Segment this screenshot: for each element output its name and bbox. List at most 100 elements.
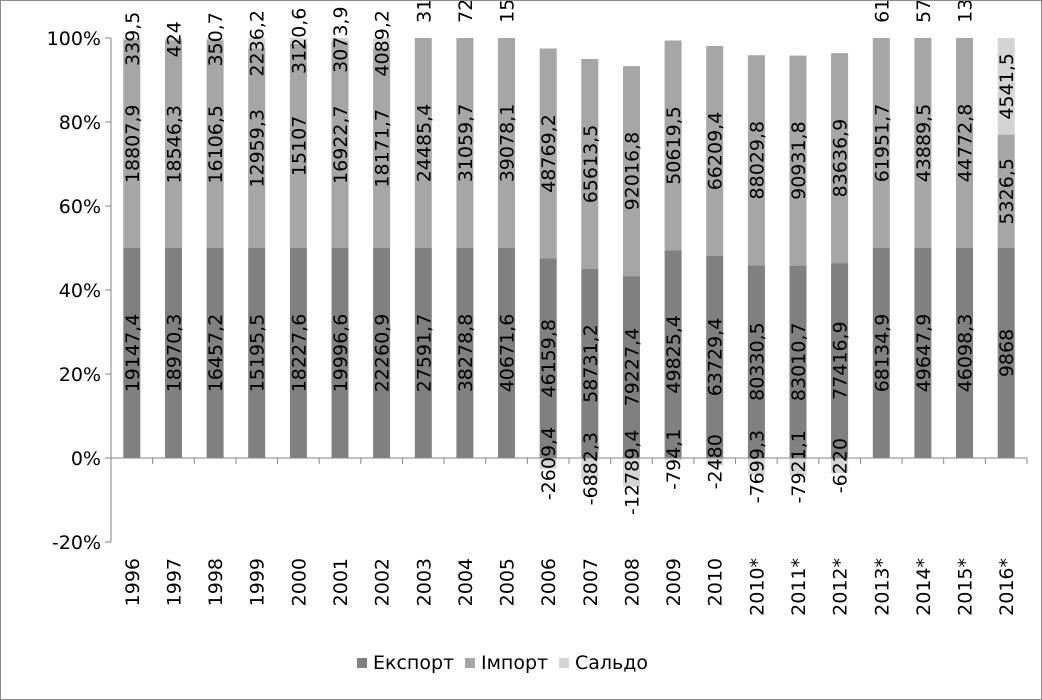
data-label-saldo: 350,7: [205, 12, 227, 66]
bar-export-0: [123, 248, 141, 458]
bar-import-5: [331, 41, 349, 249]
bar-export-11: [581, 269, 599, 458]
data-label-saldo: 2236,2: [247, 10, 269, 76]
y-tick-label: 80%: [59, 112, 101, 134]
data-label-export: 19147,4: [122, 314, 144, 393]
y-tick-label: 20%: [59, 364, 101, 386]
x-category-label: 2007: [580, 558, 602, 606]
bar-export-13: [664, 250, 682, 458]
data-label-import: 5326,5: [996, 158, 1018, 224]
bar-import-9: [498, 38, 515, 248]
data-label-export: 9868: [996, 329, 1018, 377]
data-label-export: 40671,6: [497, 314, 519, 393]
legend-label-saldo: Сальдо: [575, 652, 648, 674]
data-label-import: 18546,3: [164, 105, 186, 184]
x-category-label: 2002: [372, 558, 394, 606]
bar-import-11: [581, 59, 599, 269]
bar-import-21: [997, 134, 1015, 248]
data-label-saldo: 424: [164, 21, 186, 57]
data-label-import: 16106,5: [205, 105, 227, 184]
data-label-export: 18970,3: [164, 314, 186, 393]
axes-layer: -20% 0% 20% 40% 60% 80% 100% 1996 1997 1998 1999 20…: [47, 28, 1028, 616]
data-label-saldo: 1325,5: [955, 1, 977, 23]
legend: Експорт Імпорт Сальдо: [357, 652, 648, 674]
data-label-import: 90931,8: [788, 121, 810, 200]
data-label-import: 66209,4: [705, 112, 727, 191]
bar-saldo-13: [664, 458, 682, 461]
data-label-export: 63729,4: [705, 318, 727, 397]
bar-import-13: [664, 40, 682, 251]
data-label-saldo: -7921,1: [788, 430, 810, 503]
bar-import-3: [248, 48, 266, 248]
x-category-label: 1996: [122, 558, 144, 606]
bar-import-18: [872, 38, 890, 248]
x-category-label: 1999: [247, 558, 269, 606]
bar-saldo-3: [248, 38, 266, 49]
data-label-saldo: -6220: [830, 438, 852, 493]
bars-layer: [123, 38, 1015, 487]
data-label-saldo: -12789,4: [622, 430, 644, 515]
bar-saldo-10: [539, 458, 557, 469]
bar-saldo-4: [289, 38, 307, 44]
bar-import-20: [956, 38, 973, 248]
bar-export-4: [289, 248, 307, 458]
data-label-import: 83636,9: [830, 119, 852, 198]
legend-swatch-import: [465, 658, 475, 668]
legend-swatch-saldo: [559, 658, 569, 668]
data-label-saldo: -2480: [705, 434, 727, 489]
bar-export-1: [165, 248, 182, 458]
y-tick-label: 100%: [47, 28, 101, 50]
data-label-export: 27591,7: [413, 314, 435, 393]
bar-import-19: [914, 38, 932, 248]
bar-export-20: [956, 248, 973, 458]
x-category-label: 2014*: [913, 558, 935, 616]
data-label-saldo: 4089,2: [372, 10, 394, 76]
data-label-import: 65613,5: [580, 125, 602, 204]
y-tick-label: -20%: [52, 532, 101, 554]
bar-export-15: [747, 265, 765, 458]
x-category-label: 2015*: [955, 558, 977, 616]
data-label-export: 58731,2: [580, 324, 602, 403]
x-category-label: 2011*: [788, 558, 810, 616]
data-label-saldo: -7699,3: [746, 430, 768, 503]
bar-saldo-21: [997, 38, 1015, 135]
bar-saldo-16: [789, 458, 807, 476]
bar-export-12: [623, 276, 640, 458]
y-tick-label: 0%: [71, 448, 101, 470]
data-label-import: 31059,7: [455, 104, 477, 183]
data-label-saldo: -2609,4: [538, 427, 560, 500]
bar-saldo-2: [206, 38, 224, 41]
bar-saldo-12: [623, 458, 640, 487]
data-label-import: 24485,4: [413, 104, 435, 183]
bar-import-6: [373, 48, 391, 248]
bar-export-5: [331, 248, 349, 458]
data-label-saldo: 5758,4: [913, 1, 935, 23]
data-label-import: 12959,3: [247, 109, 269, 188]
bar-export-17: [831, 263, 849, 458]
data-label-import: 44772,8: [955, 104, 977, 183]
bar-export-2: [206, 248, 224, 458]
data-label-export: 49825,4: [663, 315, 685, 394]
bar-export-7: [414, 248, 432, 458]
bar-saldo-0: [123, 38, 141, 40]
data-label-saldo: 3106,3: [413, 1, 435, 23]
bar-saldo-17: [831, 458, 849, 474]
bar-saldo-14: [706, 458, 724, 466]
bar-saldo-11: [581, 458, 599, 480]
x-category-label: 2000: [288, 558, 310, 606]
bar-import-17: [831, 53, 849, 264]
data-label-import: 88029,8: [746, 121, 768, 200]
x-category-label: 2001: [330, 558, 352, 606]
bar-export-19: [914, 248, 932, 458]
x-category-label: 2004: [455, 558, 477, 606]
bar-export-3: [248, 248, 266, 458]
data-label-export: 46159,8: [538, 319, 560, 398]
bar-import-4: [289, 43, 307, 249]
data-label-import: 15107: [288, 116, 310, 176]
data-label-export: 49647,9: [913, 314, 935, 393]
data-label-export: 77416,9: [830, 321, 852, 400]
bar-import-1: [165, 40, 182, 248]
data-label-saldo: -6882,3: [580, 432, 602, 505]
